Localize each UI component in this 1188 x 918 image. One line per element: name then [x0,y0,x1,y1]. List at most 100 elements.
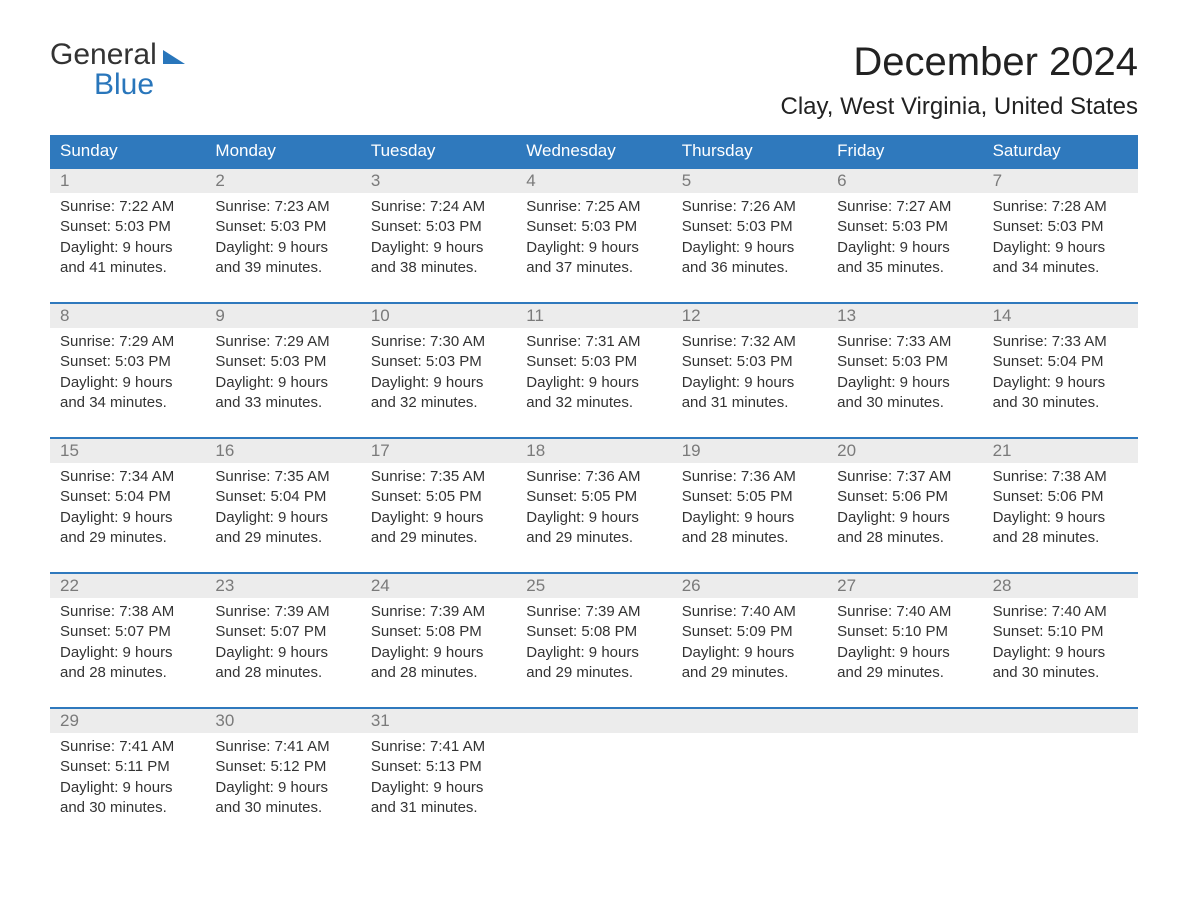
day-body: Sunrise: 7:33 AMSunset: 5:03 PMDaylight:… [827,328,982,419]
day-body: Sunrise: 7:22 AMSunset: 5:03 PMDaylight:… [50,193,205,284]
day-number: 20 [827,439,982,463]
day-sr: Sunrise: 7:32 AM [682,332,817,352]
day-ss: Sunset: 5:07 PM [60,622,195,642]
day-number: 16 [205,439,360,463]
day-cell: 20Sunrise: 7:37 AMSunset: 5:06 PMDayligh… [827,439,982,554]
day-sr: Sunrise: 7:39 AM [526,602,661,622]
day-ss: Sunset: 5:07 PM [215,622,350,642]
day-d2: and 28 minutes. [837,528,972,548]
day-d2: and 30 minutes. [993,393,1128,413]
day-body: Sunrise: 7:38 AMSunset: 5:06 PMDaylight:… [983,463,1138,554]
day-sr: Sunrise: 7:33 AM [993,332,1128,352]
day-number: 5 [672,169,827,193]
day-d2: and 33 minutes. [215,393,350,413]
day-cell: 14Sunrise: 7:33 AMSunset: 5:04 PMDayligh… [983,304,1138,419]
day-d2: and 35 minutes. [837,258,972,278]
day-ss: Sunset: 5:13 PM [371,757,506,777]
day-sr: Sunrise: 7:30 AM [371,332,506,352]
day-d1: Daylight: 9 hours [682,373,817,393]
day-cell: 5Sunrise: 7:26 AMSunset: 5:03 PMDaylight… [672,169,827,284]
day-cell: 15Sunrise: 7:34 AMSunset: 5:04 PMDayligh… [50,439,205,554]
day-cell [516,709,671,824]
day-number: 28 [983,574,1138,598]
weekday-header: Friday [827,135,982,167]
day-body: Sunrise: 7:30 AMSunset: 5:03 PMDaylight:… [361,328,516,419]
day-body: Sunrise: 7:35 AMSunset: 5:05 PMDaylight:… [361,463,516,554]
day-sr: Sunrise: 7:41 AM [371,737,506,757]
day-body: Sunrise: 7:41 AMSunset: 5:12 PMDaylight:… [205,733,360,824]
day-cell: 1Sunrise: 7:22 AMSunset: 5:03 PMDaylight… [50,169,205,284]
day-d1: Daylight: 9 hours [215,778,350,798]
day-ss: Sunset: 5:03 PM [837,352,972,372]
day-number: 1 [50,169,205,193]
day-d1: Daylight: 9 hours [993,373,1128,393]
day-d2: and 38 minutes. [371,258,506,278]
day-cell: 25Sunrise: 7:39 AMSunset: 5:08 PMDayligh… [516,574,671,689]
day-d1: Daylight: 9 hours [837,508,972,528]
day-sr: Sunrise: 7:25 AM [526,197,661,217]
day-ss: Sunset: 5:12 PM [215,757,350,777]
title-block: December 2024 Clay, West Virginia, Unite… [781,40,1139,121]
day-d1: Daylight: 9 hours [682,238,817,258]
day-d1: Daylight: 9 hours [60,508,195,528]
day-number: 31 [361,709,516,733]
day-cell: 29Sunrise: 7:41 AMSunset: 5:11 PMDayligh… [50,709,205,824]
day-body: Sunrise: 7:34 AMSunset: 5:04 PMDaylight:… [50,463,205,554]
day-cell: 18Sunrise: 7:36 AMSunset: 5:05 PMDayligh… [516,439,671,554]
day-d2: and 31 minutes. [371,798,506,818]
day-d1: Daylight: 9 hours [371,643,506,663]
brand-word-2: Blue [50,70,185,100]
day-number: 8 [50,304,205,328]
day-body: Sunrise: 7:41 AMSunset: 5:11 PMDaylight:… [50,733,205,824]
day-sr: Sunrise: 7:36 AM [526,467,661,487]
day-ss: Sunset: 5:03 PM [837,217,972,237]
day-cell: 8Sunrise: 7:29 AMSunset: 5:03 PMDaylight… [50,304,205,419]
day-ss: Sunset: 5:03 PM [526,217,661,237]
day-ss: Sunset: 5:03 PM [371,352,506,372]
day-number: 7 [983,169,1138,193]
day-d2: and 37 minutes. [526,258,661,278]
day-d1: Daylight: 9 hours [371,778,506,798]
day-d2: and 29 minutes. [837,663,972,683]
day-ss: Sunset: 5:05 PM [526,487,661,507]
day-d2: and 30 minutes. [837,393,972,413]
day-cell: 16Sunrise: 7:35 AMSunset: 5:04 PMDayligh… [205,439,360,554]
day-cell: 4Sunrise: 7:25 AMSunset: 5:03 PMDaylight… [516,169,671,284]
day-ss: Sunset: 5:06 PM [993,487,1128,507]
day-d2: and 31 minutes. [682,393,817,413]
day-body: Sunrise: 7:28 AMSunset: 5:03 PMDaylight:… [983,193,1138,284]
day-d1: Daylight: 9 hours [60,778,195,798]
day-sr: Sunrise: 7:33 AM [837,332,972,352]
day-body: Sunrise: 7:41 AMSunset: 5:13 PMDaylight:… [361,733,516,824]
day-d2: and 36 minutes. [682,258,817,278]
day-d2: and 29 minutes. [526,663,661,683]
day-ss: Sunset: 5:03 PM [682,352,817,372]
day-d1: Daylight: 9 hours [993,508,1128,528]
day-d2: and 30 minutes. [215,798,350,818]
day-d1: Daylight: 9 hours [993,643,1128,663]
day-d2: and 30 minutes. [993,663,1128,683]
day-d1: Daylight: 9 hours [371,238,506,258]
day-cell: 26Sunrise: 7:40 AMSunset: 5:09 PMDayligh… [672,574,827,689]
day-body: Sunrise: 7:40 AMSunset: 5:10 PMDaylight:… [983,598,1138,689]
calendar: Sunday Monday Tuesday Wednesday Thursday… [50,135,1138,824]
weekday-header: Sunday [50,135,205,167]
week-row: 22Sunrise: 7:38 AMSunset: 5:07 PMDayligh… [50,572,1138,689]
day-cell: 19Sunrise: 7:36 AMSunset: 5:05 PMDayligh… [672,439,827,554]
day-cell: 22Sunrise: 7:38 AMSunset: 5:07 PMDayligh… [50,574,205,689]
day-cell: 3Sunrise: 7:24 AMSunset: 5:03 PMDaylight… [361,169,516,284]
day-d1: Daylight: 9 hours [526,643,661,663]
day-d2: and 29 minutes. [371,528,506,548]
day-number: 9 [205,304,360,328]
day-number: 15 [50,439,205,463]
day-sr: Sunrise: 7:27 AM [837,197,972,217]
weekday-header: Wednesday [516,135,671,167]
day-d1: Daylight: 9 hours [215,643,350,663]
day-ss: Sunset: 5:04 PM [993,352,1128,372]
day-sr: Sunrise: 7:35 AM [371,467,506,487]
day-cell [827,709,982,824]
day-number: 18 [516,439,671,463]
day-body: Sunrise: 7:37 AMSunset: 5:06 PMDaylight:… [827,463,982,554]
day-d2: and 34 minutes. [60,393,195,413]
day-body: Sunrise: 7:36 AMSunset: 5:05 PMDaylight:… [516,463,671,554]
